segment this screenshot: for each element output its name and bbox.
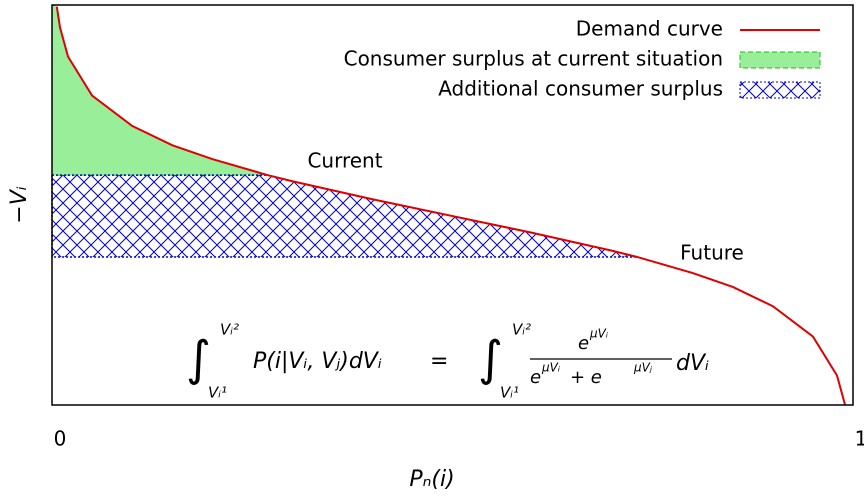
legend-label: Additional consumer surplus [438, 77, 723, 101]
formula-text: e [530, 367, 541, 388]
formula-text: μVⱼ [633, 361, 653, 375]
formula-text: μVᵢ [589, 327, 608, 341]
formula-limit: Vᵢ¹ [208, 384, 227, 402]
formula-limit: Vᵢ¹ [500, 384, 519, 402]
formula-integral: ∫ [186, 331, 211, 387]
formula: ∫ Vᵢ² Vᵢ¹ P(i|Vᵢ, Vⱼ)dVᵢ = ∫ Vᵢ² Vᵢ¹ e μ… [186, 321, 709, 402]
additional-surplus-area [51, 174, 638, 258]
annotation: Future [680, 241, 744, 265]
x-tick-label: 1 [855, 427, 864, 451]
formula-limit: Vᵢ² [512, 321, 531, 339]
formula-text: μVᵢ [541, 361, 560, 375]
formula-text: dVᵢ [676, 351, 709, 376]
y-axis-label: −Vᵢ [7, 186, 32, 223]
demand-curve [55, 6, 846, 405]
plot-frame [51, 4, 854, 406]
x-axis-label: Pₙ(i) [409, 467, 454, 492]
legend-swatch [739, 81, 821, 99]
legend-swatch [739, 51, 821, 69]
formula-integral: ∫ [478, 331, 503, 387]
legend-label: Consumer surplus at current situation [344, 47, 723, 71]
formula-limit: Vᵢ² [220, 321, 239, 339]
formula-text: e [578, 333, 589, 354]
annotation: Current [307, 149, 382, 173]
plot-area [51, 4, 846, 405]
current-surplus-area [51, 4, 268, 176]
formula-text: + e [570, 367, 602, 388]
formula-text: P(i|Vᵢ, Vⱼ)dVᵢ [253, 349, 382, 374]
legend-label: Demand curve [576, 17, 723, 41]
x-tick-label: 0 [54, 427, 67, 451]
formula-text: = [430, 349, 448, 374]
